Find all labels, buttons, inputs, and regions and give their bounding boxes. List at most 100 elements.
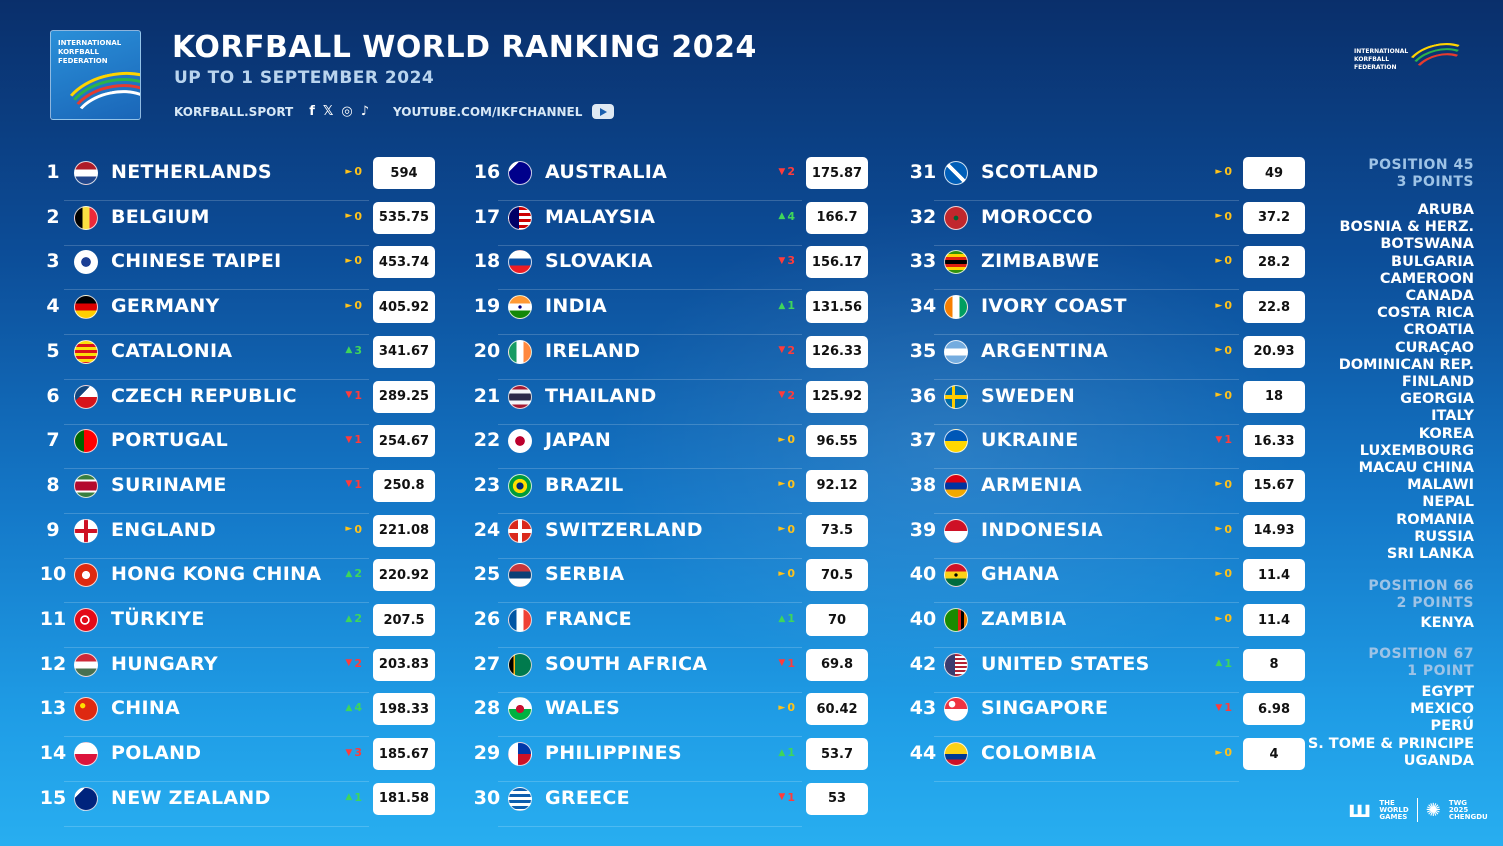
country-name: ZIMBABWE <box>981 250 1100 273</box>
side-group-66: POSITION 66 2 POINTS KENYA <box>1300 578 1474 632</box>
country-name: THAILAND <box>545 384 657 407</box>
rank-down-icon: ▼ <box>778 166 786 177</box>
rank-change: ► 0 <box>338 299 362 312</box>
row-separator <box>934 378 1239 380</box>
ranking-row: 32 MOROCCO ► 0 37.2 <box>906 201 1305 246</box>
rank-number: 19 <box>473 295 501 318</box>
row-separator <box>498 200 802 201</box>
rank-number: 8 <box>46 473 60 496</box>
rank-change-value: 1 <box>1224 701 1232 715</box>
points-badge: 203.83 <box>373 648 435 681</box>
rank-same-icon: ► <box>778 479 786 490</box>
youtube-icon[interactable] <box>592 104 615 119</box>
country-name: HUNGARY <box>111 652 218 675</box>
rank-change: ► 0 <box>771 478 795 491</box>
rank-change: ▲ 2 <box>338 567 362 580</box>
rank-change-value: 1 <box>354 790 362 804</box>
row-separator <box>64 691 369 693</box>
rank-number: 21 <box>473 384 501 407</box>
rank-number: 28 <box>473 697 501 720</box>
rank-change: ▲ 4 <box>338 701 362 714</box>
rank-change: ► 0 <box>771 567 795 580</box>
rank-up-icon: ▲ <box>345 702 353 713</box>
points-badge: 70 <box>806 604 868 636</box>
country-name: SWEDEN <box>981 384 1076 407</box>
rank-change: ► 0 <box>1208 478 1232 491</box>
side-country: KOREA <box>1418 425 1474 442</box>
rank-number: 37 <box>909 429 937 452</box>
x-icon[interactable]: 𝕏 <box>322 104 334 119</box>
points-badge: 221.08 <box>373 514 435 547</box>
flag-scotland-icon <box>944 161 968 185</box>
flag-czech-republic-icon <box>74 384 98 409</box>
ranking-row: 18 SLOVAKIA ▼ 3 156.17 <box>470 246 868 291</box>
rank-down-icon: ▼ <box>1215 702 1223 713</box>
flag-thailand-icon <box>508 384 532 409</box>
rank-change-value: 2 <box>787 388 795 402</box>
side-country: BOTSWANA <box>1380 236 1474 253</box>
side-country: MACAU CHINA <box>1358 460 1474 477</box>
points-badge: 8 <box>1243 648 1305 681</box>
points-badge: 453.74 <box>373 246 435 279</box>
rank-number: 26 <box>473 608 501 630</box>
flag-switzerland-icon <box>508 518 532 543</box>
rank-change-value: 0 <box>1224 522 1232 536</box>
rank-change: ▲ 1 <box>771 746 795 759</box>
row-separator <box>64 647 369 648</box>
rank-change-value: 1 <box>787 790 795 804</box>
rank-change: ▼ 3 <box>338 746 362 759</box>
rank-change-value: 3 <box>354 746 362 760</box>
ranking-row: 40 ZAMBIA ► 0 11.4 <box>906 604 1305 648</box>
logo-divider <box>1416 798 1418 822</box>
row-separator <box>498 334 802 336</box>
ranking-row: 13 CHINA ▲ 4 198.33 <box>36 693 435 738</box>
rank-change: ► 0 <box>771 701 795 714</box>
rank-number: 16 <box>473 161 501 183</box>
rank-change-value: 0 <box>1224 209 1232 223</box>
website-link[interactable]: KORFBALL.SPORT <box>174 104 294 119</box>
tiktok-icon[interactable]: ♪ <box>360 104 369 119</box>
flag-sweden-icon <box>944 384 968 409</box>
rank-change: ▼ 1 <box>1208 701 1232 714</box>
points-badge: 49 <box>1243 157 1305 189</box>
rank-down-icon: ▼ <box>345 479 353 490</box>
rank-change: ▲ 4 <box>771 210 795 223</box>
side-country: CROATIA <box>1403 322 1474 339</box>
row-separator <box>64 468 369 470</box>
rank-change-value: 0 <box>1224 567 1232 581</box>
flag-slovakia-icon <box>508 250 532 275</box>
ranking-row: 4 GERMANY ► 0 405.92 <box>36 291 435 336</box>
ranking-row: 17 MALAYSIA ▲ 4 166.7 <box>470 201 868 246</box>
row-separator <box>934 289 1239 291</box>
flag-india-icon <box>508 295 532 320</box>
row-separator <box>498 647 802 648</box>
row-separator <box>498 736 802 738</box>
row-separator <box>934 736 1239 738</box>
flag-hong-kong-icon <box>74 563 98 588</box>
rank-change-value: 2 <box>787 343 795 357</box>
country-name: SERBIA <box>545 563 625 586</box>
points-badge: 6.98 <box>1243 693 1305 726</box>
flag-south-africa-icon <box>508 652 532 677</box>
flag-poland-icon <box>74 742 98 767</box>
rank-change-value: 0 <box>1224 254 1232 268</box>
rank-change-value: 0 <box>1224 165 1232 178</box>
rank-change-value: 1 <box>787 746 795 760</box>
rank-number: 42 <box>909 652 937 675</box>
instagram-icon[interactable]: ◎ <box>341 104 353 119</box>
country-name: JAPAN <box>545 429 612 452</box>
side-country: CAMEROON <box>1379 270 1474 287</box>
facebook-icon[interactable]: f <box>309 104 315 119</box>
ranking-row: 5 CATALONIA ▲ 3 341.67 <box>36 335 435 380</box>
points-badge: 125.92 <box>806 380 868 413</box>
row-separator <box>934 647 1239 648</box>
rank-change-value: 1 <box>787 612 795 625</box>
country-name: INDIA <box>545 295 608 318</box>
youtube-link[interactable]: YOUTUBE.COM/IKFCHANNEL <box>393 104 583 119</box>
country-name: GHANA <box>981 563 1060 586</box>
row-separator <box>498 244 802 246</box>
side-country: BOSNIA & HERZ. <box>1339 219 1474 236</box>
rank-same-icon: ► <box>1215 211 1223 222</box>
rank-change: ▼ 1 <box>771 657 795 670</box>
side-group-points: 3 POINTS <box>1396 174 1474 190</box>
